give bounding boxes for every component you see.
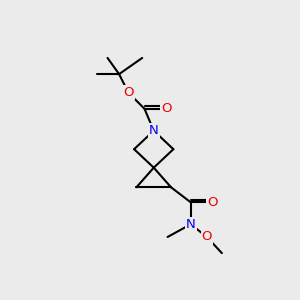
Text: O: O [161, 102, 172, 115]
Text: O: O [202, 230, 212, 244]
Text: O: O [123, 86, 134, 99]
Text: N: N [186, 218, 196, 231]
Text: O: O [207, 196, 218, 209]
Text: N: N [149, 124, 159, 137]
